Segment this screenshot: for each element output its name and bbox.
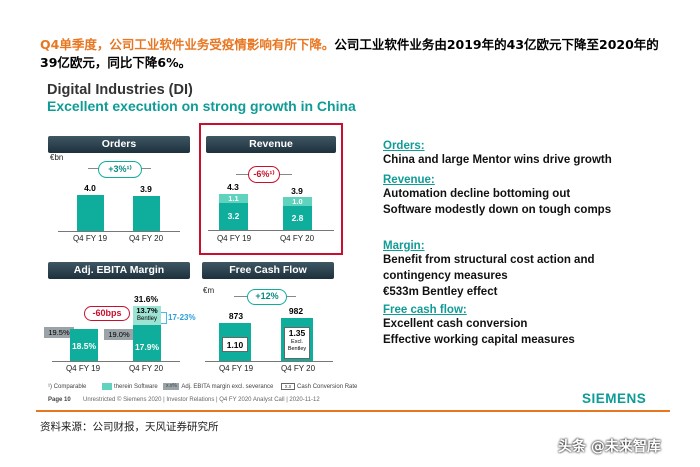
revenue-change-badge: -6%¹⁾ xyxy=(248,166,280,183)
headline-rest: 公司工业软件业务由2019年的43亿欧元下降至2020年的39亿欧元，同比下降6… xyxy=(40,37,659,70)
copyright: Unrestricted © Siemens 2020 | Investor R… xyxy=(83,397,320,403)
siemens-logo: SIEMENS xyxy=(582,391,647,406)
ebita-bentley-bar: 13.7% Bentley xyxy=(133,306,161,325)
ebita-bar-fy20: 17.9% xyxy=(133,325,161,361)
margin-point-1: Benefit from structural cost action and xyxy=(383,254,595,266)
ebita-header: Adj. EBITA Margin xyxy=(48,262,190,279)
revenue-highlight-frame xyxy=(199,123,343,255)
margin-point-2: contingency measures xyxy=(383,270,508,282)
fcf-ccr-fy20-excl: Excl. xyxy=(291,339,303,345)
orders-arrow-right xyxy=(141,168,151,169)
fcf-ccr-fy20: 1.35 xyxy=(288,328,306,338)
commentary: Orders: China and large Mentor wins driv… xyxy=(383,140,683,348)
orders-heading: Orders: xyxy=(383,140,425,152)
legend: ¹) Comparable therein Software x.x% Adj. … xyxy=(48,383,357,390)
orders-unit: €bn xyxy=(50,153,64,162)
legend-adj: Adj. EBITA margin excl. severance xyxy=(181,384,274,391)
revenue-xlabel-fy19: Q4 FY 19 xyxy=(216,234,252,243)
slide-title: Digital Industries (DI) xyxy=(47,82,193,98)
fcf-header: Free Cash Flow xyxy=(202,262,334,279)
fcf-unit: €m xyxy=(203,286,215,295)
orders-point-1: China and large Mentor wins drive growth xyxy=(383,154,612,166)
fcf-value-fy20: 982 xyxy=(288,306,304,316)
revenue-point-1: Automation decline bottoming out xyxy=(383,188,571,200)
source-note: 资料来源：公司财报，天风证券研究所 xyxy=(40,421,219,433)
legend-software: therein Software xyxy=(114,384,158,391)
orders-arrow-left xyxy=(88,168,100,169)
legend-ccr-swatch: x.x xyxy=(281,383,296,390)
ebita-bentley-label: Bentley xyxy=(136,316,157,322)
fcf-ccr-fy20-bentley: Bentley xyxy=(287,346,307,352)
ebita-total-fy20: 31.6% xyxy=(133,294,159,304)
fcf-value-fy19: 873 xyxy=(228,311,244,321)
revenue-heading: Revenue: xyxy=(383,174,435,186)
orders-bar-fy19 xyxy=(77,195,104,231)
orders-xlabel-fy19: Q4 FY 19 xyxy=(72,234,108,243)
fcf-ccr-fy20-box: 1.35 Excl. Bentley xyxy=(284,327,310,359)
orders-header: Orders xyxy=(48,136,190,153)
legend-software-swatch xyxy=(102,383,113,390)
ebita-xlabel-fy19: Q4 FY 19 xyxy=(65,364,101,373)
fcf-ccr-fy19: 1.10 xyxy=(222,337,248,352)
fcf-arrow-left xyxy=(234,296,248,297)
headline-text: Q4单季度，公司工业软件业务受疫情影响有所下降。公司工业软件业务由2019年的4… xyxy=(40,36,670,72)
ebita-bar-fy19: 18.5% xyxy=(70,329,98,361)
ebita-target-range: 17-23% xyxy=(168,313,196,322)
revenue-total-fy20: 3.9 xyxy=(291,186,303,196)
fcf-point-2: Effective working capital measures xyxy=(383,334,575,346)
orders-bar-fy20 xyxy=(133,196,160,231)
divider xyxy=(36,410,670,412)
revenue-axis xyxy=(208,230,334,231)
orders-axis xyxy=(58,231,180,232)
legend-comparable: ¹) Comparable xyxy=(48,384,87,391)
orders-xlabel-fy20: Q4 FY 20 xyxy=(128,234,164,243)
fcf-xlabel-fy20: Q4 FY 20 xyxy=(280,364,316,373)
revenue-total-fy19: 4.3 xyxy=(227,182,239,192)
slide-subtitle: Excellent execution on strong growth in … xyxy=(47,98,356,114)
ebita-adj-fy19: 19.5% xyxy=(44,327,74,338)
ebita-bentley-value: 13.7% xyxy=(136,306,158,315)
ebita-range-bracket xyxy=(161,312,167,324)
revenue-xlabel-fy20: Q4 FY 20 xyxy=(279,234,315,243)
ebita-axis xyxy=(52,361,180,362)
orders-change-badge: +3%¹⁾ xyxy=(98,161,142,178)
watermark: 头条 @未来智库 xyxy=(558,439,661,455)
revenue-software-fy20: 1.0 xyxy=(283,197,312,206)
revenue-base-fy19: 3.2 xyxy=(219,203,248,230)
ebita-xlabel-fy20: Q4 FY 20 xyxy=(128,364,164,373)
fcf-arrow-right xyxy=(286,296,296,297)
legend-adj-swatch: x.x% xyxy=(163,383,180,390)
fcf-axis xyxy=(205,361,333,362)
legend-ccr: Cash Conversion Rate xyxy=(297,384,358,391)
revenue-arrow-right xyxy=(278,174,292,175)
revenue-header: Revenue xyxy=(206,136,336,153)
orders-value-fy19: 4.0 xyxy=(84,183,96,193)
revenue-base-fy20: 2.8 xyxy=(283,206,312,230)
margin-point-3: €533m Bentley effect xyxy=(383,286,498,298)
revenue-arrow-left xyxy=(236,174,250,175)
fcf-change-badge: +12% xyxy=(247,289,287,305)
margin-heading: Margin: xyxy=(383,240,425,252)
revenue-software-fy19: 1.1 xyxy=(219,194,248,203)
revenue-point-2: Software modestly down on tough comps xyxy=(383,204,612,216)
fcf-point-1: Excellent cash conversion xyxy=(383,318,528,330)
fcf-heading: Free cash flow: xyxy=(383,304,467,316)
page-number: Page 10 xyxy=(48,397,71,403)
headline-highlight: Q4单季度，公司工业软件业务受疫情影响有所下降。 xyxy=(40,37,335,52)
orders-value-fy20: 3.9 xyxy=(140,184,152,194)
ebita-adj-fy20: 19.0% xyxy=(104,329,134,340)
fcf-xlabel-fy19: Q4 FY 19 xyxy=(218,364,254,373)
ebita-change-badge: -60bps xyxy=(84,306,130,321)
